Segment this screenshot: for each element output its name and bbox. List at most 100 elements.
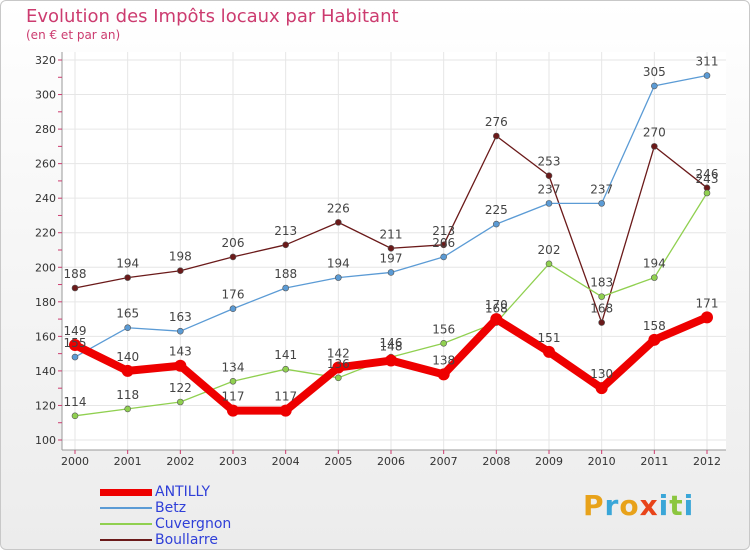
data-label-boullarre: 194 — [116, 257, 139, 271]
legend-item-betz[interactable]: Betz — [100, 500, 350, 516]
legend-item-boullarre[interactable]: Boullarre — [100, 532, 350, 548]
legend-swatch-boullarre — [100, 539, 152, 541]
data-label-betz: 194 — [327, 257, 350, 271]
x-tick-label: 2012 — [693, 455, 721, 468]
data-label-boullarre: 198 — [169, 250, 192, 264]
data-point-cuvergnon — [229, 377, 237, 385]
logo-letter: P — [583, 489, 605, 522]
data-label-cuvergnon: 118 — [116, 388, 139, 402]
data-point-betz — [177, 327, 184, 335]
proxiti-logo[interactable]: Proxiti — [583, 489, 694, 522]
data-point-antilly — [595, 382, 608, 395]
data-label-betz: 305 — [643, 65, 666, 79]
data-point-boullarre — [335, 219, 342, 226]
data-label-antilly: 170 — [485, 298, 508, 312]
data-label-boullarre: 213 — [274, 224, 297, 238]
chart-subtitle: (en € et par an) — [26, 28, 121, 42]
data-point-cuvergnon — [177, 398, 184, 406]
data-label-antilly: 143 — [169, 345, 192, 359]
plot-area — [62, 52, 726, 450]
data-point-boullarre — [124, 274, 131, 281]
data-label-betz: 225 — [485, 203, 508, 217]
data-label-antilly: 151 — [538, 331, 561, 345]
data-label-cuvergnon: 114 — [64, 395, 87, 409]
logo-letter: x — [639, 489, 659, 522]
x-tick-label: 2000 — [61, 455, 89, 468]
data-point-cuvergnon — [598, 293, 605, 300]
data-label-cuvergnon: 146 — [380, 336, 403, 350]
data-label-boullarre: 253 — [538, 155, 561, 169]
x-tick-label: 2006 — [377, 455, 405, 468]
data-label-betz: 155 — [64, 336, 87, 350]
data-label-cuvergnon: 202 — [538, 243, 561, 257]
x-tick-label: 2002 — [166, 455, 194, 468]
legend: ANTILLY Betz Cuvergnon Boullarre — [100, 484, 350, 548]
x-tick-label: 2007 — [430, 455, 458, 468]
data-label-boullarre: 188 — [64, 267, 87, 281]
data-point-antilly — [648, 333, 661, 346]
data-label-antilly: 140 — [116, 350, 139, 364]
logo-letter: o — [619, 489, 640, 522]
y-tick-label: 300 — [35, 89, 56, 102]
data-point-cuvergnon — [440, 339, 447, 347]
data-label-cuvergnon: 243 — [696, 172, 719, 186]
data-label-antilly: 138 — [432, 353, 455, 367]
data-point-cuvergnon — [124, 405, 131, 413]
data-point-boullarre — [440, 241, 447, 249]
data-point-betz — [387, 269, 395, 276]
data-label-betz: 237 — [590, 182, 613, 196]
data-label-antilly: 117 — [222, 390, 245, 404]
data-label-boullarre: 213 — [432, 224, 455, 238]
data-point-cuvergnon — [651, 274, 658, 281]
data-point-antilly — [69, 339, 81, 351]
data-label-boullarre: 270 — [643, 125, 666, 139]
data-point-antilly — [227, 404, 239, 417]
logo-letter: r — [604, 489, 620, 522]
data-label-cuvergnon: 194 — [643, 257, 666, 271]
data-label-betz: 206 — [432, 236, 455, 250]
logo-letter: t — [669, 489, 684, 522]
x-tick-label: 2011 — [640, 455, 668, 468]
data-label-betz: 163 — [169, 310, 192, 324]
data-point-cuvergnon — [282, 365, 289, 373]
data-point-boullarre — [282, 241, 289, 249]
y-tick-label: 240 — [35, 192, 56, 205]
data-point-cuvergnon — [703, 189, 711, 197]
data-point-boullarre — [387, 244, 395, 252]
data-point-cuvergnon — [335, 374, 342, 382]
data-label-boullarre: 276 — [485, 115, 508, 129]
y-tick-label: 120 — [35, 399, 56, 412]
data-label-cuvergnon: 122 — [169, 381, 192, 395]
data-point-betz — [124, 324, 131, 332]
data-label-cuvergnon: 156 — [432, 322, 455, 336]
legend-label-cuvergnon: Cuvergnon — [155, 516, 232, 532]
y-tick-label: 160 — [35, 330, 56, 343]
legend-item-cuvergnon[interactable]: Cuvergnon — [100, 516, 350, 532]
legend-swatch-betz — [100, 507, 152, 509]
logo-letter: i — [683, 489, 695, 522]
data-label-antilly: 149 — [64, 324, 87, 338]
y-tick-label: 280 — [35, 123, 56, 136]
x-tick-label: 2001 — [114, 455, 142, 468]
data-point-antilly — [701, 311, 713, 324]
data-label-antilly: 148 — [380, 340, 403, 354]
legend-label-betz: Betz — [155, 500, 187, 516]
y-tick-label: 180 — [35, 296, 56, 309]
data-label-betz: 188 — [274, 267, 297, 281]
x-tick-label: 2010 — [588, 455, 616, 468]
data-point-betz — [598, 200, 605, 207]
data-point-antilly — [174, 359, 187, 372]
data-point-antilly — [543, 345, 555, 358]
data-point-antilly — [279, 404, 292, 417]
logo-letter: i — [658, 489, 670, 522]
data-label-boullarre: 211 — [380, 227, 403, 241]
data-label-cuvergnon: 183 — [590, 276, 613, 290]
data-point-betz — [282, 284, 289, 292]
data-point-boullarre — [598, 319, 605, 326]
x-tick-label: 2005 — [324, 455, 352, 468]
data-point-boullarre — [177, 267, 184, 275]
data-label-boullarre: 168 — [590, 302, 613, 316]
data-label-boullarre: 246 — [696, 167, 719, 181]
legend-item-antilly[interactable]: ANTILLY — [100, 484, 350, 500]
